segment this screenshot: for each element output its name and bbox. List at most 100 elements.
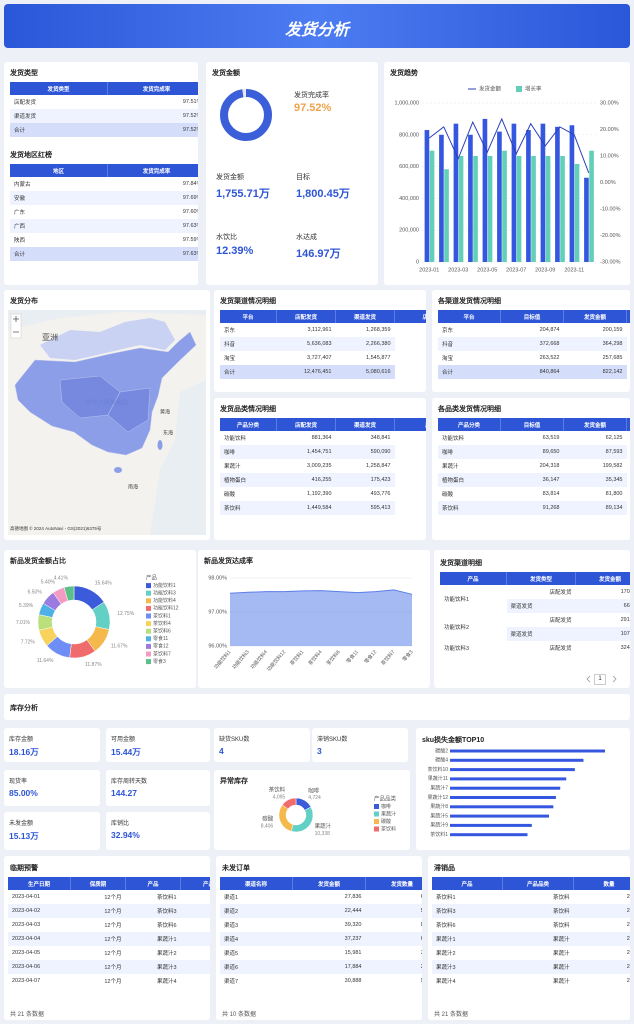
table-cell: 170,040	[620, 589, 630, 595]
table-row: 2023-04-07 12个月 果蔬汁4 果蔬汁	[8, 974, 210, 988]
table-row: 茶饮料 91,268 89,134	[438, 501, 630, 515]
table-cell: 渠道6	[220, 960, 293, 974]
table-cell: 2,288	[626, 950, 630, 956]
table-cell: 合计	[438, 365, 501, 379]
data-table: 产品发货类型发货金额功能饮料1店配发货170,040渠道发货66,040功能饮料…	[440, 572, 630, 655]
table-row: 淘宝 263,522 257,685	[438, 351, 630, 365]
table-cell: 36,147	[500, 473, 564, 487]
table-cell: 植物蛋白	[438, 473, 501, 487]
header-cell: 渠道名称	[220, 877, 293, 890]
table-cell: 安徽	[10, 191, 108, 205]
table-cell: 89,650	[500, 445, 564, 459]
kpi-card: 未发金额 15.13万	[4, 812, 100, 850]
header-row: 产品分类店配发货渠道发货店	[220, 418, 426, 431]
header-row: 产品 产品品类 数量	[432, 877, 630, 890]
table-cell: 62,125	[605, 435, 623, 441]
panel: 新品发货达成率	[198, 550, 430, 688]
table-cell: 果蔬汁1	[432, 932, 503, 946]
table-cell: 200,159	[602, 327, 623, 333]
table-row: 茶饮料1 茶饮料 2,187	[432, 890, 630, 904]
table-cell: 2023-04-02	[8, 904, 71, 918]
table-row: 店配发货 97.51%	[10, 95, 198, 109]
table-row: 碳酸 1,192,390 493,776	[220, 487, 426, 501]
panel-title: 未发订单	[222, 865, 250, 872]
panel: 发货趋势	[384, 62, 630, 285]
table-cell: 12个月	[70, 904, 126, 918]
table-cell: 17,884	[292, 960, 366, 974]
table-cell: 合计	[10, 123, 108, 137]
panel: 各品类发货情况明细产品分类目标值发货金额发功能饮料63,51962,125咖啡8…	[432, 398, 630, 540]
header-cell: 发货类型	[506, 572, 576, 585]
kpi-label: 水饮比	[216, 234, 237, 241]
header-cell: 产品	[125, 877, 181, 890]
header-cell: 发	[626, 418, 630, 431]
header-row: 地区 发货完成率	[10, 164, 198, 177]
kpi-card: 缺货SKU数 4	[214, 728, 310, 762]
header-cell: 店配发货	[276, 310, 336, 323]
table-cell: 果蔬汁	[502, 960, 574, 974]
table-cell: 291,177	[620, 617, 630, 623]
table-cell: 204,874	[539, 327, 560, 333]
header-row: 平台店配发货渠道发货店配	[220, 310, 426, 323]
table-cell: 茶饮料6	[436, 923, 456, 929]
table-cell: 渠道发货	[506, 599, 576, 613]
table-cell: 淘宝	[224, 356, 236, 362]
table-cell: 12个月	[70, 960, 126, 974]
header-cell: 店	[394, 418, 426, 431]
table-cell: 37,237	[292, 932, 366, 946]
kpi-label: 库销比	[111, 821, 130, 827]
kpi-value: 146.97万	[296, 248, 341, 260]
table-cell: 97.51%	[182, 99, 198, 105]
table-cell: 广东	[14, 210, 26, 216]
table-cell: 87,593	[563, 445, 627, 459]
table-row: 果蔬汁2 果蔬汁 2,288	[432, 946, 630, 960]
table-row: 渠道1 27,836 6,250	[220, 890, 422, 904]
table-cell: 果蔬汁	[181, 974, 211, 988]
table-cell: 果蔬汁	[224, 464, 241, 470]
header-cell: 店配发货	[276, 418, 336, 431]
table-cell: 茶饮料	[181, 918, 211, 932]
table-cell: 茶饮料1	[436, 895, 456, 901]
header-row: 平台目标值发货金额发	[438, 310, 630, 323]
table-cell: 渠道5	[224, 951, 239, 957]
table-row: 咖啡 1,454,751 590,090	[220, 445, 426, 459]
kpi-label: 水达成	[296, 234, 317, 241]
header-cell: 发货金额	[575, 572, 630, 585]
table-cell: 12个月	[70, 932, 126, 946]
table-row: 2023-04-0212个月茶饮料3茶饮料	[8, 904, 210, 918]
table-cell: 碳酸	[224, 492, 236, 498]
panel-title: 各渠道发货情况明细	[438, 298, 501, 305]
header-cell: 发货类型	[10, 82, 108, 95]
table-cell: 12个月	[104, 895, 122, 901]
table-cell: 107,235	[575, 627, 630, 641]
panel-title: 发货类型	[10, 70, 38, 77]
table-cell: 茶饮料	[220, 501, 277, 515]
table-cell: 功能饮料	[442, 436, 465, 442]
table-cell: 97.59%	[182, 237, 198, 243]
table-row: 淘宝 3,727,407 1,545,877	[220, 351, 426, 365]
table-cell: 97.60%	[182, 209, 198, 215]
table-cell: 27,836	[344, 894, 362, 900]
kpi-value: 144.27	[111, 788, 137, 798]
panel: 临期预警生产日期保质期产品产品分类2023-04-0112个月茶饮料1茶饮料20…	[4, 856, 210, 1020]
table-cell: 店配发货	[14, 100, 37, 106]
table-cell: 果蔬汁2	[156, 951, 177, 957]
table-cell: 果蔬汁	[180, 960, 210, 974]
table-cell: 抖音	[438, 337, 501, 351]
table-row: 广东 97.60%	[10, 205, 198, 219]
header-cell: 产品分类	[220, 418, 277, 431]
panel: sku损失金额TOP10	[416, 728, 630, 850]
header-row: 渠道名称 发货金额 发货数量	[220, 877, 422, 890]
panel: 异常库存	[214, 770, 410, 850]
header-cell: 产品分类	[438, 418, 501, 431]
table-cell: 5,636,083	[276, 337, 336, 351]
table-cell: 97.52%	[107, 109, 198, 123]
table-cell: 881,364	[311, 435, 332, 441]
table-cell: 茶饮料	[502, 904, 574, 918]
